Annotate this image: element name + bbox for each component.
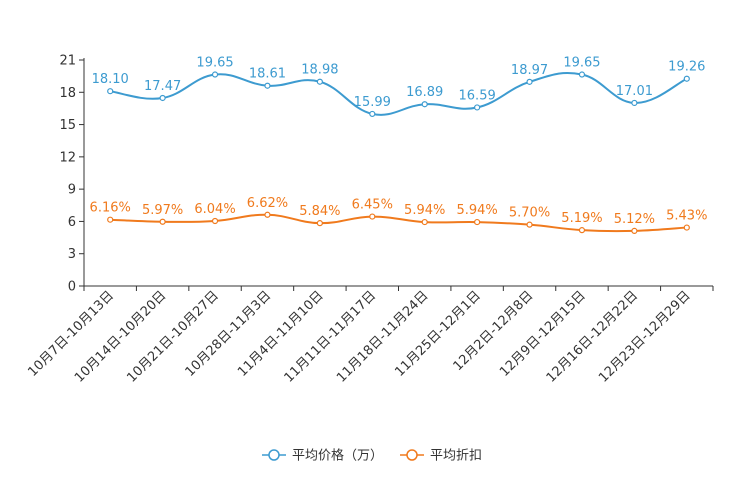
data-point [526, 78, 533, 85]
data-point [107, 216, 114, 223]
data-point [316, 220, 323, 227]
data-label: 19.26 [668, 60, 705, 75]
data-point [683, 75, 690, 82]
data-label: 18.97 [511, 63, 548, 78]
data-label: 5.70% [509, 206, 550, 221]
legend-circle-marker [268, 449, 280, 461]
data-label: 5.97% [142, 203, 183, 218]
data-label: 18.10 [92, 72, 129, 87]
data-label: 18.98 [301, 63, 338, 78]
data-point [159, 94, 166, 102]
y-axis-ticks: 0 3 6 9 12 15 18 21 [59, 54, 84, 295]
data-label: 6.16% [90, 201, 131, 216]
data-label: 5.43% [666, 209, 707, 224]
data-point [369, 213, 376, 220]
data-label: 19.65 [196, 56, 233, 71]
data-label: 16.89 [406, 85, 443, 100]
x-tick-label: 11月18日-11月24日 [334, 288, 431, 385]
x-axis-ticks: 10月7日-10月13日10月14日-10月20日10月21日-10月27日10… [25, 286, 714, 386]
y-tick-label: 3 [68, 247, 76, 262]
y-tick-label: 12 [59, 150, 76, 165]
data-point [211, 217, 219, 225]
data-point [526, 221, 533, 228]
data-label: 6.45% [352, 198, 393, 213]
data-label: 6.62% [247, 196, 288, 211]
data-label: 6.04% [194, 202, 235, 217]
series-line [110, 213, 687, 233]
y-tick-label: 9 [68, 183, 76, 198]
data-point [211, 71, 219, 78]
data-label: 5.12% [614, 212, 655, 227]
y-tick-label: 18 [59, 86, 76, 101]
data-point [631, 99, 638, 107]
data-point [159, 218, 166, 225]
y-tick-label: 0 [68, 280, 76, 295]
series-avg-discount: 6.16% 5.97% 6.04% 6.62% 5.84% 6.45% 5.94% 5.94%… [90, 196, 707, 234]
data-point [474, 218, 481, 226]
data-label: 5.94% [404, 203, 445, 218]
series: 18.10 17.47 19.65 18.61 18.98 15.99 16.89 16.59… [90, 56, 707, 234]
data-label: 15.99 [354, 95, 391, 110]
x-tick-label: 11月11日-11月17日 [282, 288, 379, 385]
legend-label: 平均价格（万） [292, 448, 383, 464]
series-line [110, 71, 688, 116]
legend-item-avg-price[interactable]: 平均价格（万） [262, 448, 383, 464]
data-point [578, 227, 586, 234]
x-tick-label: 10月14日-10月20日 [72, 288, 169, 385]
series-avg-price: 18.10 17.47 19.65 18.61 18.98 15.99 16.89 16.59… [92, 56, 705, 118]
y-tick-label: 21 [59, 54, 76, 69]
data-point [578, 71, 586, 78]
data-point [474, 104, 481, 111]
legend-circle-marker [406, 449, 418, 461]
data-label: 5.19% [561, 211, 602, 226]
data-label: 18.61 [249, 67, 286, 82]
x-tick-label: 12月23日-12月29日 [596, 288, 693, 385]
data-label: 5.94% [456, 203, 497, 218]
data-point [369, 110, 376, 118]
y-tick-label: 6 [68, 215, 76, 230]
data-label: 19.65 [563, 56, 600, 71]
data-label: 16.59 [459, 88, 496, 103]
data-point [683, 224, 690, 231]
legend[interactable]: 平均价格（万） 平均折扣 [262, 448, 482, 464]
data-point [631, 227, 638, 234]
data-label: 17.01 [616, 84, 653, 99]
legend-label: 平均折扣 [430, 449, 482, 464]
data-point [107, 88, 114, 95]
data-label: 5.84% [299, 204, 340, 219]
data-point [316, 78, 323, 85]
data-point [421, 101, 428, 108]
data-point [421, 218, 428, 226]
y-tick-label: 15 [59, 118, 76, 133]
x-tick-label: 10月21日-10月27日 [124, 288, 221, 385]
data-point [264, 82, 271, 89]
data-label: 17.47 [144, 79, 181, 94]
data-point [264, 211, 271, 218]
x-tick-label: 12月16日-12月22日 [544, 288, 641, 385]
legend-item-avg-discount[interactable]: 平均折扣 [400, 449, 482, 464]
x-tick-label: 10月7日-10月13日 [25, 288, 117, 380]
